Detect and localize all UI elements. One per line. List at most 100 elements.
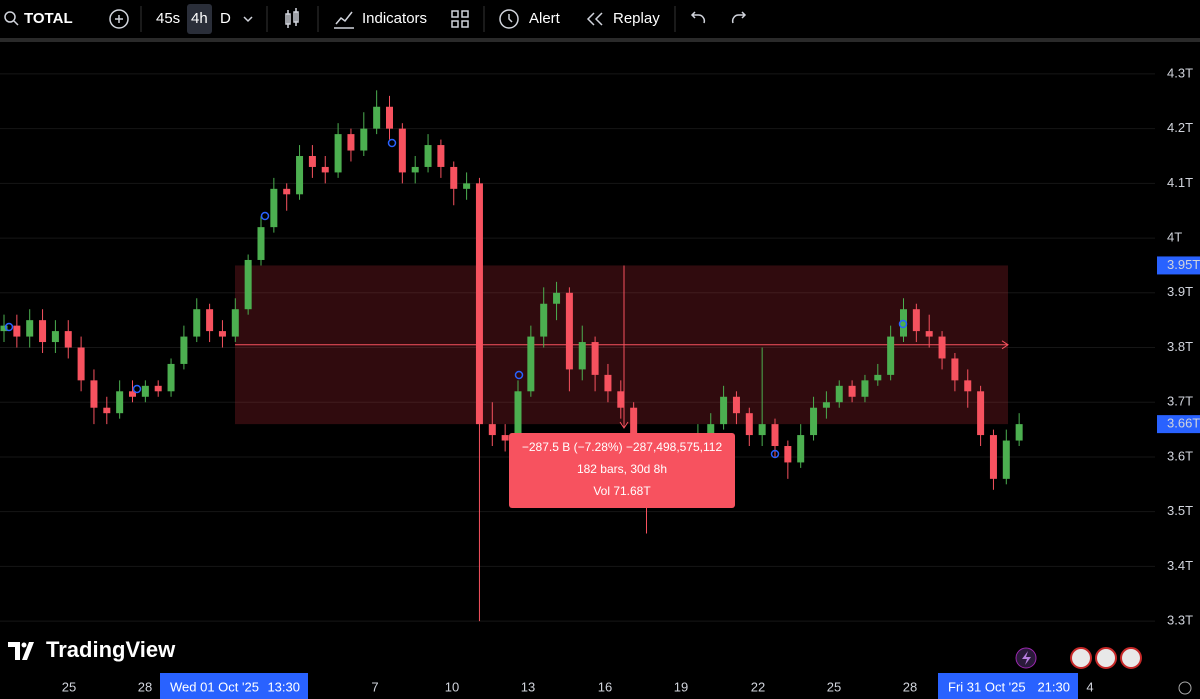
logo-text: TradingView <box>46 637 176 662</box>
candle-body <box>244 259 252 310</box>
tooltip-line: −287.5 B (−7.28%) −287,498,575,112 <box>522 440 723 454</box>
flag-icon[interactable] <box>1095 647 1117 669</box>
candle-body <box>951 358 959 381</box>
flag-icon[interactable] <box>1070 647 1092 669</box>
candle-body <box>527 336 535 392</box>
y-tick-label: 4.2T <box>1167 120 1193 135</box>
candle-body <box>810 407 818 436</box>
event-marker[interactable] <box>514 370 524 380</box>
candle-body <box>720 396 728 425</box>
candle-body <box>501 435 509 441</box>
candle-body <box>180 336 188 364</box>
x-tick-label: 7 <box>371 679 378 694</box>
event-marker[interactable] <box>387 138 397 148</box>
candle-body <box>218 331 226 337</box>
event-marker[interactable] <box>260 211 270 221</box>
candle-body <box>167 363 175 392</box>
candle-body <box>977 391 985 436</box>
candle-body <box>334 134 342 173</box>
candle-body <box>540 303 548 337</box>
logo: TradingView <box>8 637 176 662</box>
alert-button[interactable]: Alert <box>529 10 561 27</box>
candle-body <box>257 227 265 260</box>
y-tick-label: 3.9T <box>1167 284 1193 299</box>
candle-body <box>553 292 561 304</box>
undo-button[interactable] <box>690 11 706 24</box>
search-icon[interactable] <box>4 11 16 23</box>
candle-body <box>308 156 316 167</box>
candle-body <box>604 374 612 392</box>
candle-body <box>321 166 329 173</box>
y-tick-label: 4T <box>1167 230 1182 245</box>
candle-body <box>1002 440 1010 479</box>
x-tick-label: 28 <box>903 679 917 694</box>
price-label-bg <box>1157 415 1200 434</box>
candle-body <box>1015 424 1023 441</box>
event-markers <box>4 138 908 459</box>
candle-body <box>861 380 869 397</box>
candle-body <box>900 309 907 337</box>
y-tick-label: 3.3T <box>1167 613 1193 628</box>
candle-body <box>630 407 638 447</box>
y-tick-label: 3.7T <box>1167 394 1193 409</box>
candle-body <box>0 325 8 332</box>
candle-body <box>39 320 47 343</box>
interval[interactable]: 4h <box>191 10 208 27</box>
plot-area <box>0 73 1155 622</box>
candle-body <box>77 347 85 381</box>
candle-body <box>90 380 98 408</box>
measure-arrow-head <box>619 421 629 429</box>
crosshair-time: 21:30 <box>1037 679 1070 694</box>
interval[interactable]: 45s <box>156 10 180 27</box>
interval[interactable]: D <box>220 10 231 27</box>
event-marker[interactable] <box>4 322 14 332</box>
indicators-button[interactable]: Indicators <box>362 10 427 27</box>
candle-body <box>64 331 72 348</box>
candle-body <box>231 309 239 337</box>
candle-body <box>26 320 34 337</box>
candle-body <box>565 292 573 370</box>
crosshair-time-bg <box>160 673 308 699</box>
candle-body <box>386 106 393 129</box>
price-label: 3.66T <box>1167 416 1200 431</box>
chart-type-icon[interactable] <box>285 8 299 28</box>
measure-tooltip <box>509 433 735 508</box>
candle-body <box>912 309 920 332</box>
replay-button[interactable]: Replay <box>613 10 660 27</box>
alert-icon <box>499 9 519 29</box>
interval-selected <box>187 4 212 34</box>
search-icon-handle <box>13 20 19 26</box>
candle-body <box>989 435 997 479</box>
event-marker[interactable] <box>132 384 142 394</box>
candle-body <box>591 342 599 375</box>
candle-body <box>707 424 715 436</box>
x-tick-label: 25 <box>62 679 76 694</box>
x-tick-label: 16 <box>598 679 612 694</box>
price-label-bg <box>1157 256 1200 275</box>
candle-body <box>732 396 740 414</box>
y-tick-label: 4.1T <box>1167 175 1193 190</box>
indicators-icon <box>334 11 354 29</box>
interval-dropdown[interactable] <box>243 16 253 23</box>
event-marker[interactable] <box>898 319 908 329</box>
x-tick-label: 25 <box>827 679 841 694</box>
settings-icon[interactable] <box>1178 681 1192 695</box>
candle-body <box>283 188 291 195</box>
crosshair-time: 13:30 <box>267 679 300 694</box>
symbol[interactable]: TOTAL <box>24 10 73 27</box>
candle-body <box>103 407 111 414</box>
candle-body <box>758 424 766 436</box>
logo-mark <box>8 642 34 660</box>
price-label: 3.95T <box>1167 257 1200 272</box>
flag-icon[interactable] <box>1120 647 1142 669</box>
add-symbol-plus <box>115 15 123 23</box>
candle-body <box>617 391 625 408</box>
candle-body <box>347 134 355 151</box>
crosshair-date: Wed 01 Oct '25 <box>170 679 259 694</box>
redo-button[interactable] <box>731 11 747 24</box>
event-marker[interactable] <box>770 449 780 459</box>
layouts-icon[interactable] <box>451 10 469 28</box>
candle-body <box>797 435 805 463</box>
add-symbol[interactable] <box>109 9 129 29</box>
